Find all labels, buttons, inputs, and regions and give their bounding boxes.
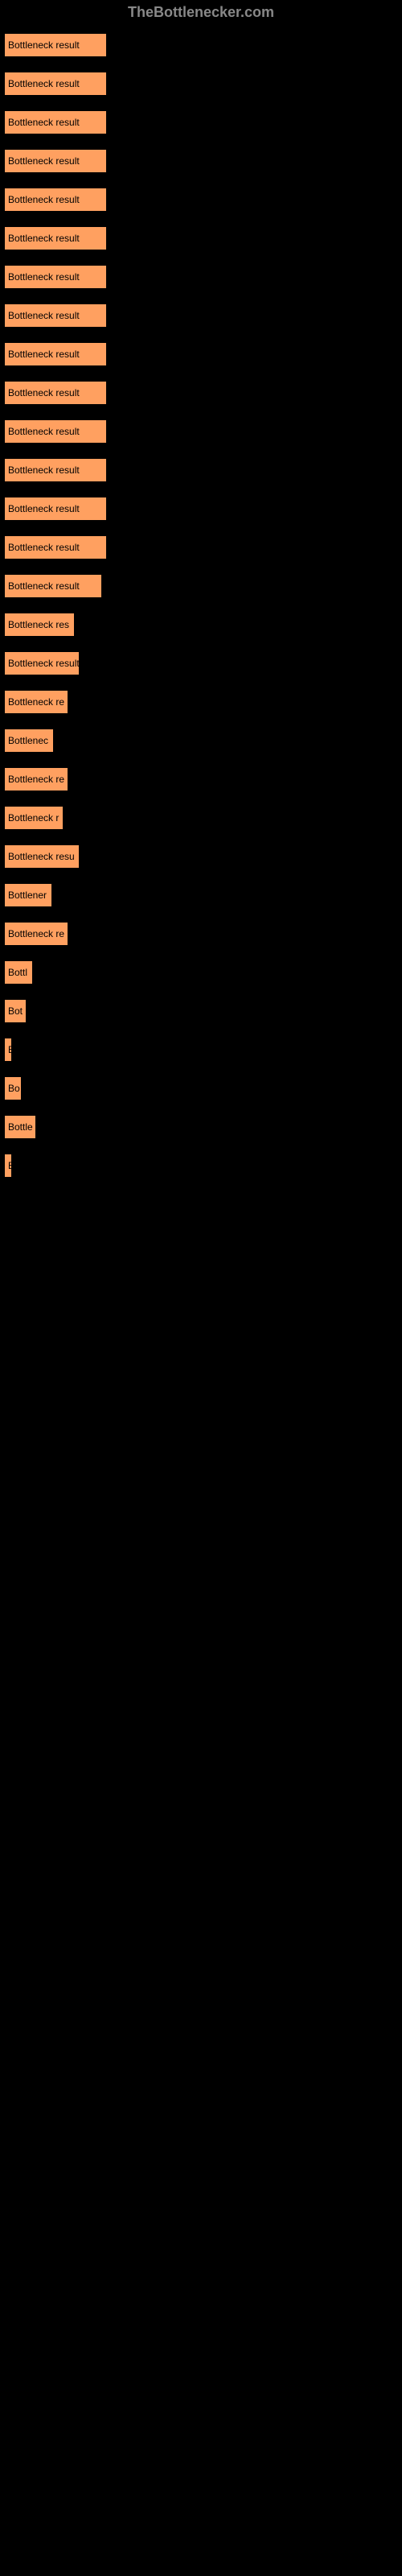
bar-wrapper-6: Bottleneck result <box>4 265 402 289</box>
bar-wrapper-14: Bottleneck result <box>4 574 402 598</box>
bar-wrapper-17: Bottleneck re <box>4 690 402 714</box>
bar-wrapper-1: Bottleneck result <box>4 72 402 96</box>
bar-wrapper-4: Bottleneck result <box>4 188 402 212</box>
bar-wrapper-7: Bottleneck result <box>4 303 402 328</box>
bar-15: Bottleneck res <box>4 613 75 637</box>
bar-9: Bottleneck result <box>4 381 107 405</box>
bar-label-7: Bottleneck result <box>8 310 80 321</box>
bar-label-19: Bottleneck re <box>8 774 64 785</box>
bar-label-17: Bottleneck re <box>8 696 64 708</box>
brand-header: TheBottlenecker.com <box>0 4 402 21</box>
bar-wrapper-19: Bottleneck re <box>4 767 402 791</box>
bar-wrapper-13: Bottleneck result <box>4 535 402 559</box>
bar-wrapper-0: Bottleneck result <box>4 33 402 57</box>
bar-label-24: Bottl <box>8 967 27 978</box>
bar-22: Bottlener <box>4 883 52 907</box>
bar-10: Bottleneck result <box>4 419 107 444</box>
bar-13: Bottleneck result <box>4 535 107 559</box>
bar-29: B <box>4 1154 12 1178</box>
bar-0: Bottleneck result <box>4 33 107 57</box>
bar-8: Bottleneck result <box>4 342 107 366</box>
bar-19: Bottleneck re <box>4 767 68 791</box>
bar-label-1: Bottleneck result <box>8 78 80 89</box>
bar-label-16: Bottleneck result <box>8 658 80 669</box>
bar-wrapper-8: Bottleneck result <box>4 342 402 366</box>
bar-label-5: Bottleneck result <box>8 233 80 244</box>
bar-23: Bottleneck re <box>4 922 68 946</box>
bar-label-3: Bottleneck result <box>8 155 80 167</box>
bar-label-6: Bottleneck result <box>8 271 80 283</box>
bar-label-4: Bottleneck result <box>8 194 80 205</box>
bar-label-22: Bottlener <box>8 890 47 901</box>
bar-label-14: Bottleneck result <box>8 580 80 592</box>
bar-7: Bottleneck result <box>4 303 107 328</box>
bar-wrapper-2: Bottleneck result <box>4 110 402 134</box>
bar-label-18: Bottlenec <box>8 735 48 746</box>
bar-label-21: Bottleneck resu <box>8 851 75 862</box>
bar-wrapper-18: Bottlenec <box>4 729 402 753</box>
bar-21: Bottleneck resu <box>4 844 80 869</box>
bar-label-12: Bottleneck result <box>8 503 80 514</box>
bar-wrapper-3: Bottleneck result <box>4 149 402 173</box>
bar-18: Bottlenec <box>4 729 54 753</box>
bar-wrapper-25: Bot <box>4 999 402 1023</box>
bar-26: B <box>4 1038 12 1062</box>
bar-label-2: Bottleneck result <box>8 117 80 128</box>
bar-25: Bot <box>4 999 27 1023</box>
bar-wrapper-21: Bottleneck resu <box>4 844 402 869</box>
bar-label-0: Bottleneck result <box>8 39 80 51</box>
bar-1: Bottleneck result <box>4 72 107 96</box>
bar-wrapper-11: Bottleneck result <box>4 458 402 482</box>
bar-label-26: B <box>8 1044 12 1055</box>
bar-14: Bottleneck result <box>4 574 102 598</box>
bar-28: Bottle <box>4 1115 36 1139</box>
bar-wrapper-26: B <box>4 1038 402 1062</box>
bar-wrapper-22: Bottlener <box>4 883 402 907</box>
bar-wrapper-12: Bottleneck result <box>4 497 402 521</box>
bar-wrapper-15: Bottleneck res <box>4 613 402 637</box>
bar-wrapper-20: Bottleneck r <box>4 806 402 830</box>
bar-label-9: Bottleneck result <box>8 387 80 398</box>
bar-11: Bottleneck result <box>4 458 107 482</box>
bar-label-10: Bottleneck result <box>8 426 80 437</box>
bar-2: Bottleneck result <box>4 110 107 134</box>
bar-label-11: Bottleneck result <box>8 464 80 476</box>
bar-wrapper-29: B <box>4 1154 402 1178</box>
bar-wrapper-5: Bottleneck result <box>4 226 402 250</box>
bar-label-8: Bottleneck result <box>8 349 80 360</box>
bar-wrapper-9: Bottleneck result <box>4 381 402 405</box>
bar-wrapper-27: Bo <box>4 1076 402 1100</box>
bar-label-23: Bottleneck re <box>8 928 64 939</box>
bar-27: Bo <box>4 1076 22 1100</box>
bar-label-25: Bot <box>8 1005 23 1017</box>
bar-wrapper-23: Bottleneck re <box>4 922 402 946</box>
chart-container: Bottleneck result Bottleneck result Bottle… <box>0 33 402 1178</box>
bar-wrapper-10: Bottleneck result <box>4 419 402 444</box>
bar-12: Bottleneck result <box>4 497 107 521</box>
bar-24: Bottl <box>4 960 33 985</box>
bar-label-20: Bottleneck r <box>8 812 59 824</box>
bar-17: Bottleneck re <box>4 690 68 714</box>
bar-label-29: B <box>8 1160 12 1171</box>
bar-6: Bottleneck result <box>4 265 107 289</box>
bar-label-13: Bottleneck result <box>8 542 80 553</box>
bar-4: Bottleneck result <box>4 188 107 212</box>
bar-wrapper-28: Bottle <box>4 1115 402 1139</box>
bar-label-27: Bo <box>8 1083 20 1094</box>
bar-20: Bottleneck r <box>4 806 64 830</box>
bar-wrapper-16: Bottleneck result <box>4 651 402 675</box>
bar-label-15: Bottleneck res <box>8 619 69 630</box>
bar-5: Bottleneck result <box>4 226 107 250</box>
bar-16: Bottleneck result <box>4 651 80 675</box>
bar-wrapper-24: Bottl <box>4 960 402 985</box>
bar-3: Bottleneck result <box>4 149 107 173</box>
bar-label-28: Bottle <box>8 1121 33 1133</box>
